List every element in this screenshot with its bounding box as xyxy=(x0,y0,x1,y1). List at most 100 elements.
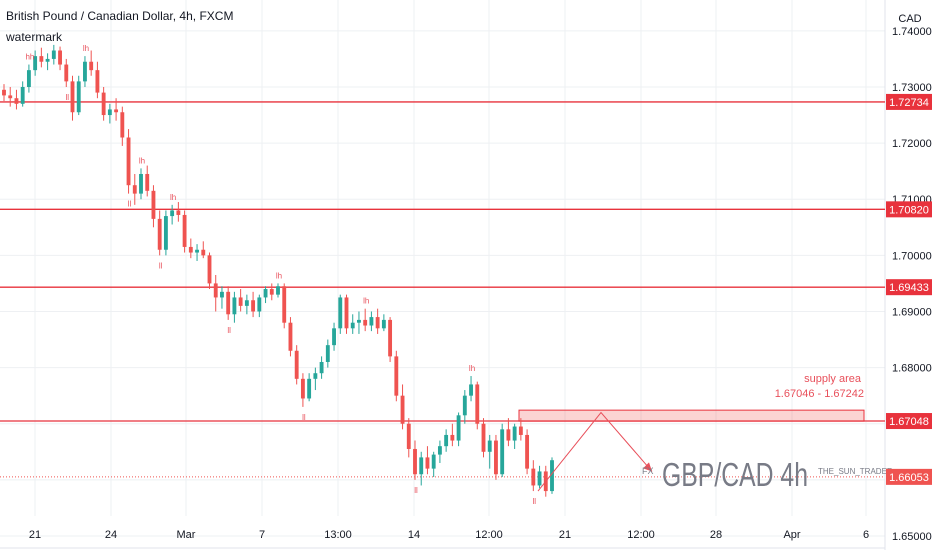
candle-body xyxy=(220,291,224,298)
fx-label: FX xyxy=(642,466,654,476)
candle-body xyxy=(26,70,31,87)
candle-body xyxy=(89,61,94,71)
x-tick-label: 7 xyxy=(259,529,265,541)
candle-body xyxy=(157,218,162,250)
candle-body xyxy=(406,423,411,449)
y-tick-label: 1.74000 xyxy=(892,26,932,38)
candle-body xyxy=(33,56,38,71)
x-axis-labels: 21 24 Mar 7 13:00 14 12:00 21 12:00 28 Apr 6 xyxy=(29,529,869,541)
candle-body xyxy=(151,190,156,219)
candle-body xyxy=(232,297,237,315)
candle-body xyxy=(313,373,318,379)
candle-body xyxy=(14,98,19,104)
level-price-tag-label: 1.67048 xyxy=(889,416,929,428)
candle-body xyxy=(244,300,249,306)
candle-body xyxy=(319,361,324,374)
candle-body xyxy=(325,345,330,362)
candle-body xyxy=(332,328,336,346)
x-tick-label: 14 xyxy=(408,529,420,541)
candle-body xyxy=(132,185,137,194)
candle-body xyxy=(512,426,517,441)
candle-body xyxy=(400,395,405,424)
swing-marker-lh: lh xyxy=(139,156,145,165)
candle-body xyxy=(481,423,486,452)
candle-body xyxy=(64,64,69,82)
y-tick-label: 1.73000 xyxy=(892,82,932,94)
candle-body xyxy=(58,50,62,65)
x-tick-label: 13:00 xyxy=(324,529,352,541)
swing-marker-lh: lh xyxy=(469,364,475,373)
candle-body xyxy=(238,297,243,306)
candle-body xyxy=(437,446,442,455)
candle-body xyxy=(450,434,455,441)
y-tick-label: 1.72000 xyxy=(892,138,932,150)
candle-body xyxy=(201,249,206,256)
candle-body xyxy=(8,95,13,99)
candle-body xyxy=(500,429,505,475)
chart-grid xyxy=(0,0,885,537)
candle-body xyxy=(506,429,511,441)
candle-body xyxy=(531,468,536,486)
y-axis-price-tags: 1.747241.727341.708201.694331.670481.660… xyxy=(886,93,932,485)
x-tick-label: 21 xyxy=(29,529,41,541)
watermark-label: watermark xyxy=(5,30,63,44)
candle-body xyxy=(518,426,523,435)
horizontal-levels xyxy=(0,101,885,422)
projection-arrowhead xyxy=(643,462,652,472)
candle-body xyxy=(276,286,280,295)
candle-body xyxy=(388,319,393,357)
candle-body xyxy=(425,457,430,469)
x-tick-label: 21 xyxy=(559,529,571,541)
candle-body xyxy=(269,289,274,295)
level-price-tag-label: 1.69433 xyxy=(889,282,929,294)
candle-body xyxy=(170,210,175,217)
candle-body xyxy=(381,319,386,329)
x-tick-label: 28 xyxy=(710,529,722,541)
level-price-tag-label: 1.70820 xyxy=(889,204,929,216)
pair-watermark: GBP/CAD 4h xyxy=(662,456,808,493)
candlestick-series xyxy=(2,44,554,497)
level-price-tag xyxy=(886,279,932,296)
chart-title: British Pound / Canadian Dollar, 4h, FXC… xyxy=(6,9,233,23)
y-tick-label: 1.69000 xyxy=(892,306,932,318)
candle-body xyxy=(456,415,461,441)
candle-body xyxy=(487,440,492,452)
swing-marker-lh: lh xyxy=(276,271,282,280)
candle-body xyxy=(176,210,181,215)
candle-body xyxy=(288,322,293,351)
candle-body xyxy=(51,50,56,59)
swing-marker-ll: ll xyxy=(414,486,418,495)
candle-body xyxy=(375,317,380,329)
candle-body xyxy=(83,61,87,82)
swing-marker-ll: ll xyxy=(159,261,163,270)
y-tick-label: 1.65000 xyxy=(892,531,932,543)
candle-body xyxy=(207,255,212,284)
candle-body xyxy=(444,434,449,447)
candle-body xyxy=(263,289,268,298)
candle-body xyxy=(413,448,417,475)
y-tick-label: 1.68000 xyxy=(892,363,932,375)
candle-body xyxy=(550,460,554,492)
candle-body xyxy=(20,86,25,104)
current-price-tag xyxy=(886,468,932,485)
candle-body xyxy=(294,350,299,379)
candle-body xyxy=(431,454,436,469)
candle-body xyxy=(338,297,343,329)
candle-body xyxy=(163,216,168,250)
candle-body xyxy=(126,137,131,186)
candle-body xyxy=(257,297,262,312)
projection-path xyxy=(537,411,653,492)
candle-body xyxy=(369,317,374,326)
candle-body xyxy=(307,378,312,399)
candle-body xyxy=(39,56,44,62)
candle-body xyxy=(101,92,106,116)
candle-body xyxy=(394,356,399,396)
candle-body xyxy=(114,109,119,113)
swing-marker-ll: ll xyxy=(302,413,306,422)
current-price-tag-label: 1.66053 xyxy=(889,472,929,484)
swing-marker-ll: ll xyxy=(533,497,537,506)
candle-body xyxy=(419,457,424,475)
candle-body xyxy=(537,471,542,486)
candle-body xyxy=(344,297,349,329)
